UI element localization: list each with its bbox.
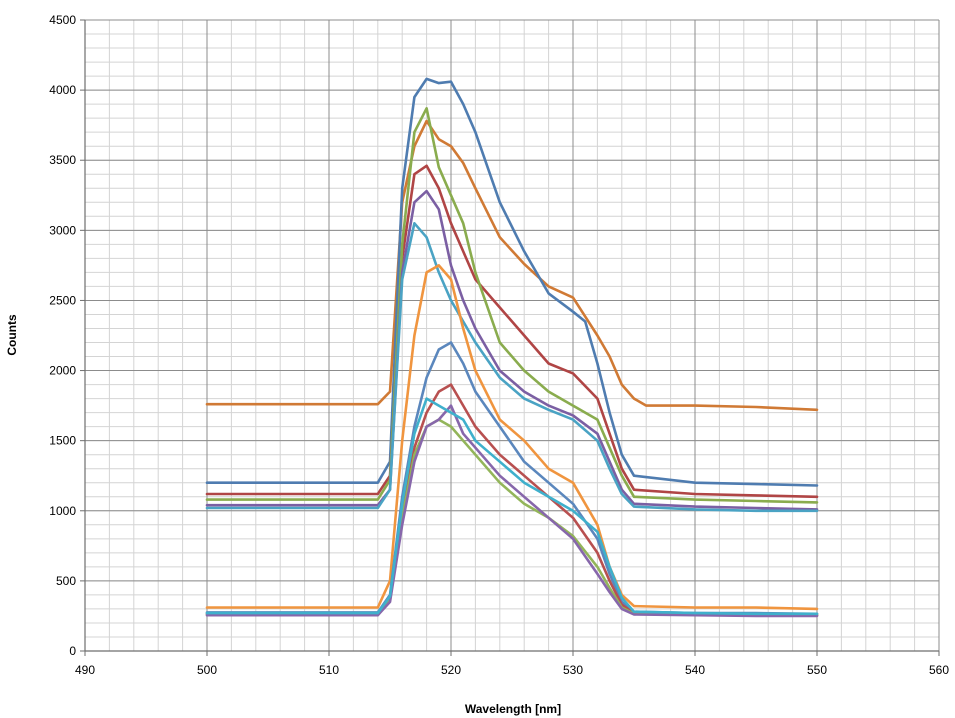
x-tick-label: 520 bbox=[441, 663, 461, 677]
x-tick-label: 560 bbox=[929, 663, 949, 677]
series-line-1 bbox=[205, 119, 819, 412]
y-tick-label: 2500 bbox=[49, 293, 76, 307]
series-line-2 bbox=[205, 77, 819, 487]
x-tick-label: 550 bbox=[807, 663, 827, 677]
series-line-10 bbox=[205, 418, 819, 617]
series-line-5 bbox=[205, 189, 819, 511]
series-lines bbox=[205, 77, 819, 618]
x-tick-labels: 490 500 510 520 530 540 550 560 bbox=[75, 651, 949, 677]
x-tick-label: 540 bbox=[685, 663, 705, 677]
minor-gridlines bbox=[84, 19, 940, 652]
y-tick-label: 3000 bbox=[49, 223, 76, 237]
y-tick-label: 3500 bbox=[49, 153, 76, 167]
y-tick-label: 1500 bbox=[49, 434, 76, 448]
series-line-6 bbox=[205, 222, 819, 513]
y-tick-label: 2000 bbox=[49, 364, 76, 378]
major-gridlines bbox=[84, 19, 940, 652]
y-tick-label: 500 bbox=[56, 574, 76, 588]
series-line-7 bbox=[205, 264, 819, 611]
x-tick-label: 490 bbox=[75, 663, 95, 677]
series-line-4 bbox=[205, 107, 819, 504]
x-axis-title: Wavelength [nm] bbox=[465, 702, 561, 716]
y-tick-label: 4000 bbox=[49, 83, 76, 97]
x-tick-label: 510 bbox=[319, 663, 339, 677]
y-axis-title: Counts bbox=[5, 314, 19, 356]
series-line-11 bbox=[205, 404, 819, 618]
series-line-3 bbox=[205, 164, 819, 499]
series-line-8 bbox=[205, 341, 819, 616]
x-tick-label: 530 bbox=[563, 663, 583, 677]
series-line-12 bbox=[205, 397, 819, 616]
axes bbox=[84, 20, 939, 652]
y-tick-label: 1000 bbox=[49, 504, 76, 518]
y-tick-label: 0 bbox=[69, 644, 76, 658]
y-tick-label: 4500 bbox=[49, 13, 76, 27]
x-tick-label: 500 bbox=[197, 663, 217, 677]
y-tick-labels: 0 500 1000 1500 2000 2500 3000 3500 4000 4500 bbox=[49, 13, 85, 658]
